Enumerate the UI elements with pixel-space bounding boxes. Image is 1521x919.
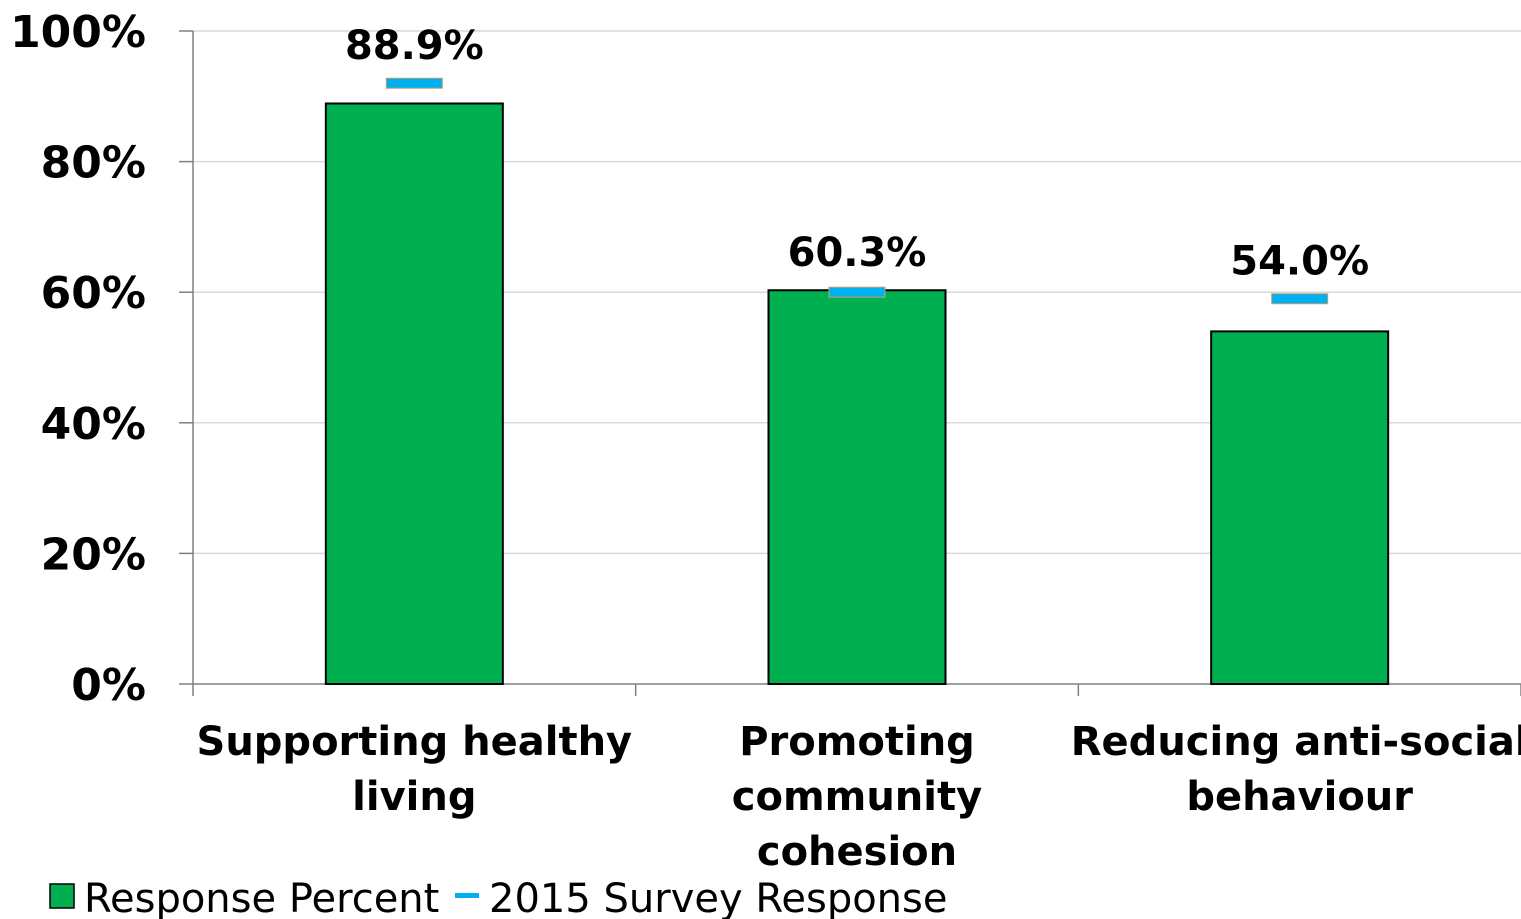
bar <box>1210 330 1390 685</box>
data-labels: 88.9% 60.3% 54.0% <box>345 23 1369 284</box>
bar <box>324 102 504 686</box>
y-tick-label: 80% <box>41 138 146 189</box>
data-label: 60.3% <box>788 230 927 276</box>
y-tick-label: 0% <box>71 660 146 711</box>
y-tick-label: 60% <box>41 268 146 319</box>
legend-label-response-percent: Response Percent <box>84 876 439 919</box>
category-label: behaviour <box>1186 774 1413 820</box>
y-tick-label: 100% <box>10 7 146 58</box>
category-label: living <box>352 774 476 820</box>
legend: Response Percent 2015 Survey Response <box>49 876 947 919</box>
category-label: Reducing anti-social <box>1071 719 1521 765</box>
bar <box>767 289 947 685</box>
y-tick-label: 20% <box>41 529 146 580</box>
marker-2015 <box>385 77 443 89</box>
category-label: Promoting <box>739 719 975 765</box>
legend-label-2015-survey-response: 2015 Survey Response <box>489 876 947 919</box>
bars <box>324 102 1390 686</box>
markers-2015 <box>385 77 1329 305</box>
data-label: 54.0% <box>1230 239 1369 285</box>
data-label: 88.9% <box>345 23 484 69</box>
legend-swatch-2015-survey-response <box>455 893 479 898</box>
category-labels: Supporting healthy living Promoting communi… <box>197 719 1521 875</box>
category-label: community <box>732 774 982 820</box>
category-label: cohesion <box>757 829 957 875</box>
marker-2015 <box>1271 293 1329 305</box>
category-label: Supporting healthy <box>197 719 633 765</box>
marker-2015 <box>828 286 886 298</box>
legend-swatch-response-percent <box>49 883 75 909</box>
y-tick-label: 40% <box>41 399 146 450</box>
